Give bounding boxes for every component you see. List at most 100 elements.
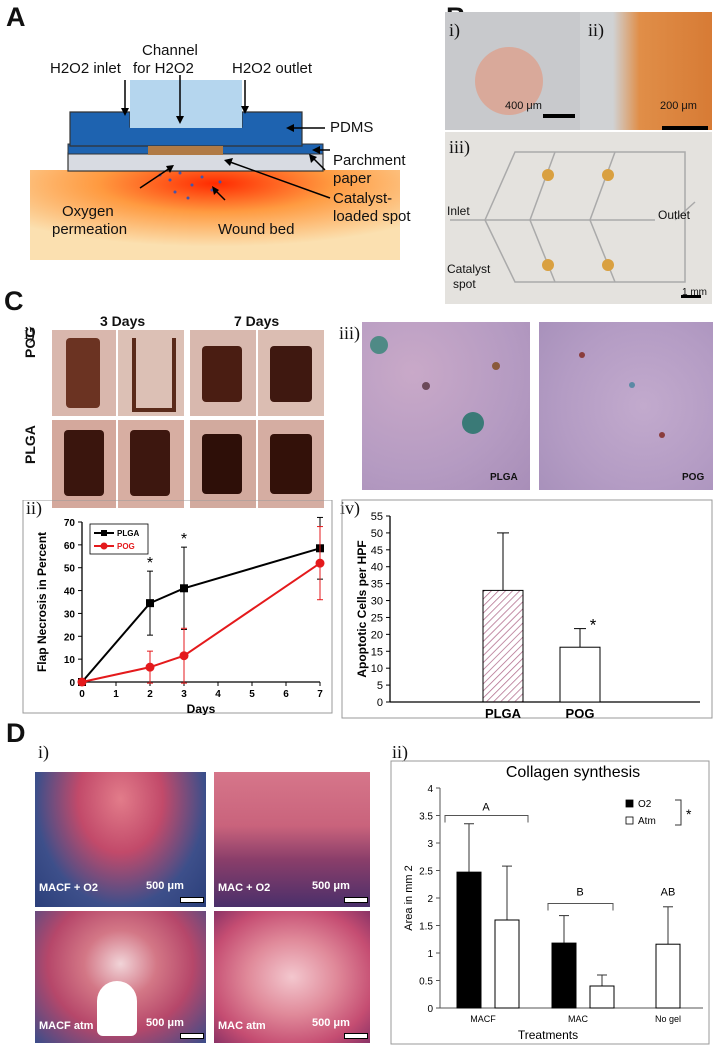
group-label-a: A	[482, 802, 490, 814]
legend-label: O2	[638, 799, 652, 810]
label-c-iv: iv)	[340, 498, 360, 518]
y-tick-label: 1.5	[419, 922, 433, 933]
group-label-ab: AB	[661, 887, 676, 899]
label-catalyst-1: Catalyst-	[333, 190, 393, 207]
photo-c-pog-7d-b	[258, 330, 324, 416]
label-outlet: H2O2 outlet	[232, 60, 313, 77]
y-tick-label: 30	[371, 596, 383, 608]
x-tick-label: MACF	[470, 1014, 496, 1024]
y-tick-label: 35	[371, 579, 383, 591]
scale-d4: 500 μm	[312, 1017, 350, 1029]
tag-histo-pog: POG	[682, 472, 705, 483]
y-tick-label: 0	[69, 678, 75, 689]
y-tick-label: 55	[371, 511, 383, 523]
bar-o2	[456, 871, 482, 1009]
x-tick-label: 3	[181, 689, 187, 700]
y-tick-label: 1	[427, 949, 433, 960]
label-b-outlet: Outlet	[658, 208, 691, 222]
bar-atm	[589, 985, 615, 1009]
y-tick-label: 50	[64, 564, 76, 575]
parchment-layer	[67, 152, 324, 172]
label-d-ii: ii)	[392, 742, 408, 762]
significance-star: *	[147, 555, 153, 572]
significance-star: *	[686, 806, 692, 822]
y-tick-label: 15	[371, 646, 383, 658]
series-line-plga	[81, 547, 321, 683]
label-wound: Wound bed	[218, 221, 295, 238]
y-tick-label: 25	[371, 612, 383, 624]
x-tick-label: 7	[317, 689, 323, 700]
y-tick-label: 20	[371, 629, 383, 641]
label-b-inlet: Inlet	[447, 204, 470, 218]
y-tick-label: 4	[427, 784, 433, 795]
significance-star: *	[590, 616, 597, 635]
legend-bracket	[675, 799, 682, 826]
photo-c-plga-7d-b	[258, 420, 324, 508]
x-tick-label: 6	[283, 689, 289, 700]
y-tick-label: 20	[64, 632, 76, 643]
label-7days: 7 Days	[234, 313, 280, 329]
significance-star: *	[181, 531, 187, 548]
point-pog	[145, 662, 155, 672]
y-axis-label: Apoptotic Cells per HPF	[355, 540, 369, 677]
y-tick-label: 2.5	[419, 867, 433, 878]
label-b-i: i)	[449, 20, 460, 40]
scale-d3: 500 μm	[146, 1017, 184, 1029]
photo-d-mac-o2	[214, 772, 370, 907]
label-b-catalyst-1: Catalyst	[447, 262, 491, 276]
y-axis-label: Area in mm 2	[403, 865, 415, 930]
legend-label: POG	[117, 542, 135, 551]
tag-d-mac-atm: MAC atm	[218, 1020, 266, 1032]
photo-c-pog-3d-a	[52, 330, 116, 416]
scale-bar-d1	[180, 897, 204, 903]
legend-label: PLGA	[117, 529, 139, 538]
x-axis-label: Days	[187, 702, 216, 715]
bar-plga	[482, 589, 524, 703]
x-tick-label: 4	[215, 689, 221, 700]
x-tick-label: PLGA	[485, 706, 522, 720]
panel-a-letter: A	[6, 2, 26, 32]
tag-d-macf-o2: MACF + O2	[39, 882, 98, 894]
tag-d-mac-o2: MAC + O2	[218, 882, 271, 894]
scale-b-ii: 200 μm	[660, 100, 697, 112]
label-d-i: i)	[38, 742, 49, 762]
photo-c-histo-plga	[362, 322, 530, 490]
photo-c-histo-pog	[539, 322, 713, 490]
panel-a-diagram	[30, 75, 400, 260]
point-pog	[315, 558, 325, 568]
y-tick-label: 0	[377, 697, 383, 709]
label-parchment-1: Parchment	[333, 152, 406, 169]
y-tick-label: 0	[427, 1004, 433, 1015]
label-oxygen-1: Oxygen	[62, 203, 114, 220]
y-tick-label: 0.5	[419, 977, 433, 988]
label-c-i: i)	[24, 323, 35, 343]
x-tick-label: MAC	[568, 1014, 589, 1024]
x-tick-label: 5	[249, 689, 255, 700]
label-parchment-2: paper	[333, 170, 372, 187]
bar-pog	[559, 646, 601, 703]
group-label-b: B	[576, 887, 583, 899]
x-tick-label: 0	[79, 689, 85, 700]
photo-c-pog-3d-b	[118, 330, 184, 416]
legend-swatch	[625, 816, 634, 825]
legend-marker	[100, 542, 108, 550]
scale-d2: 500 μm	[312, 880, 350, 892]
point-plga	[146, 599, 154, 608]
photo-c-pog-7d-a	[190, 330, 256, 416]
tag-d-macf-atm: MACF atm	[39, 1020, 94, 1032]
y-tick-label: 45	[371, 545, 383, 557]
photo-d-macf-atm	[35, 911, 206, 1043]
x-tick-label: 2	[147, 689, 153, 700]
y-tick-label: 70	[64, 518, 76, 529]
photo-b-iii	[445, 132, 712, 304]
y-tick-label: 40	[64, 587, 76, 598]
y-tick-label: 40	[371, 562, 383, 574]
y-tick-label: 50	[371, 528, 383, 540]
scale-bar-d3	[180, 1033, 204, 1039]
photo-d-macf-o2	[35, 772, 206, 907]
photo-c-plga-3d-a	[52, 420, 116, 508]
label-channel-2: for H2O2	[133, 60, 194, 77]
bar-o2	[551, 942, 577, 1009]
y-tick-label: 30	[64, 609, 76, 620]
label-inlet: H2O2 inlet	[50, 60, 121, 77]
